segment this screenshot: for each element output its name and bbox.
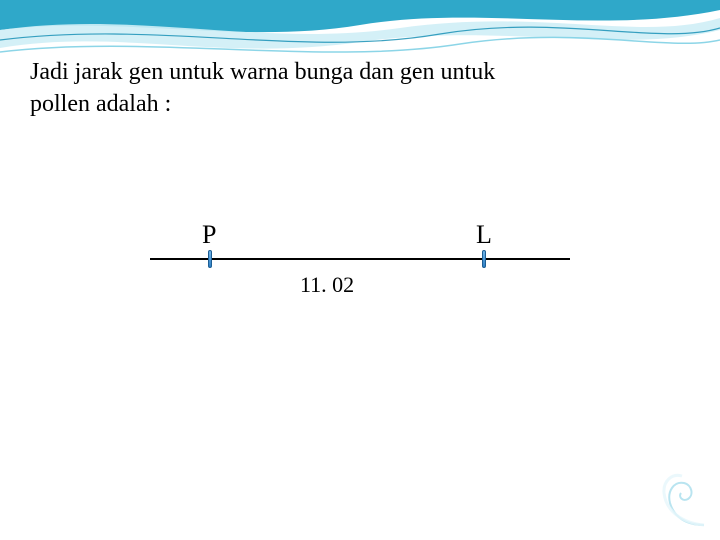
gene-map-diagram: P L 11. 02 — [150, 220, 570, 310]
corner-swirl-decoration — [636, 473, 706, 528]
gene-label-l: L — [476, 220, 492, 250]
gene-tick-p — [208, 250, 212, 268]
body-text: Jadi jarak gen untuk warna bunga dan gen… — [30, 56, 690, 121]
gene-distance-label: 11. 02 — [300, 272, 354, 298]
gene-label-p: P — [202, 220, 216, 250]
gene-tick-l — [482, 250, 486, 268]
body-text-line2: pollen adalah : — [30, 91, 171, 117]
body-text-line1: Jadi jarak gen untuk warna bunga dan gen… — [30, 59, 495, 85]
gene-line — [150, 258, 570, 260]
